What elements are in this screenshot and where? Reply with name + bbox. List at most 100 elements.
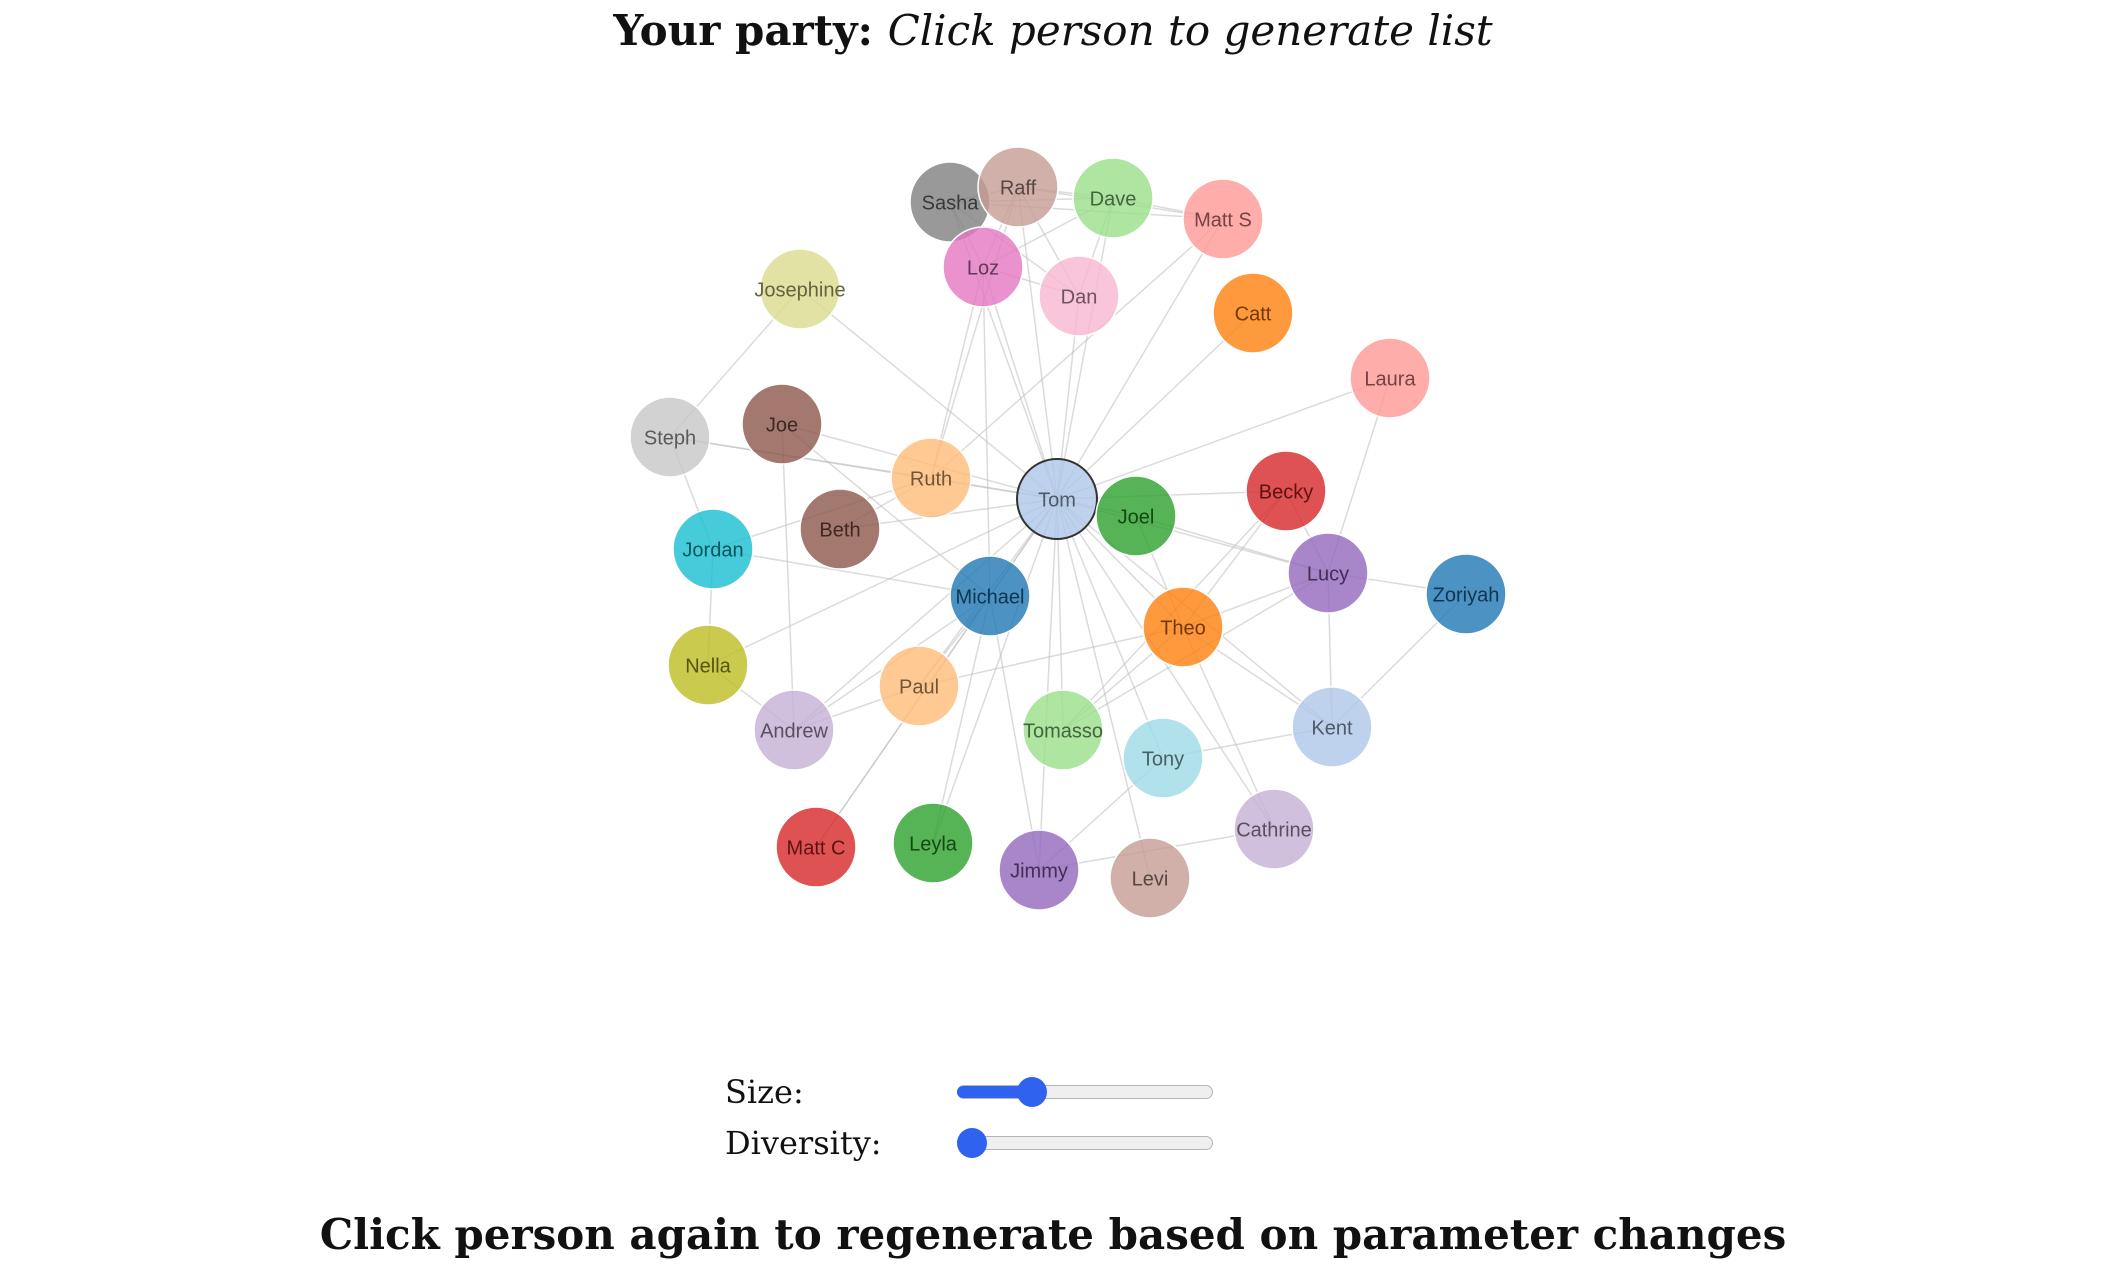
person-node-joel[interactable]: Joel (1095, 475, 1177, 557)
person-node-lucy[interactable]: Lucy (1287, 532, 1369, 614)
person-node-joe[interactable]: Joe (741, 383, 823, 465)
person-node-matt-c[interactable]: Matt C (775, 806, 857, 888)
person-circle-paul[interactable] (878, 645, 960, 727)
person-node-andrew[interactable]: Andrew (753, 689, 835, 771)
person-label-steph: Steph (644, 427, 696, 449)
person-circle-tony[interactable] (1122, 717, 1204, 799)
person-node-laura[interactable]: Laura (1349, 337, 1431, 419)
person-node-catt[interactable]: Catt (1212, 272, 1294, 354)
person-circle-lucy[interactable] (1287, 532, 1369, 614)
diversity-slider[interactable] (957, 1121, 1213, 1165)
person-label-leyla: Leyla (909, 833, 958, 855)
person-label-loz: Loz (967, 257, 999, 279)
person-node-raff[interactable]: Raff (977, 146, 1059, 228)
person-node-loz[interactable]: Loz (942, 226, 1024, 308)
person-circle-ruth[interactable] (890, 437, 972, 519)
link-tom-leyla (932, 498, 1058, 844)
diversity-control: Diversity: (725, 1121, 1213, 1165)
person-label-ruth: Ruth (910, 468, 952, 490)
diversity-slider-thumb[interactable] (957, 1128, 987, 1158)
person-circle-matt-s[interactable] (1182, 178, 1264, 260)
diversity-label: Diversity: (725, 1124, 882, 1162)
link-michael-leyla (932, 595, 991, 844)
person-node-michael[interactable]: Michael (949, 555, 1031, 637)
person-node-tomasso[interactable]: Tomasso (1022, 689, 1104, 771)
person-circle-laura[interactable] (1349, 337, 1431, 419)
person-node-jimmy[interactable]: Jimmy (998, 829, 1080, 911)
person-label-andrew: Andrew (760, 720, 828, 742)
person-circle-jordan[interactable] (672, 508, 754, 590)
link-michael-jimmy (989, 595, 1040, 871)
person-circle-jimmy[interactable] (998, 829, 1080, 911)
size-slider-fill (957, 1086, 1033, 1098)
person-label-dave: Dave (1090, 188, 1137, 210)
person-circle-becky[interactable] (1245, 450, 1327, 532)
person-circle-joel[interactable] (1095, 475, 1177, 557)
person-node-paul[interactable]: Paul (878, 645, 960, 727)
person-node-sasha[interactable]: Sasha (909, 161, 991, 243)
person-circle-josephine[interactable] (759, 248, 841, 330)
person-circle-tomasso[interactable] (1022, 689, 1104, 771)
person-label-zoriyah: Zoriyah (1433, 584, 1500, 606)
link-joe-andrew (781, 423, 795, 731)
person-node-levi[interactable]: Levi (1109, 837, 1191, 919)
person-circle-kent[interactable] (1291, 686, 1373, 768)
person-node-becky[interactable]: Becky (1245, 450, 1327, 532)
person-circle-tom[interactable] (1016, 458, 1098, 540)
person-circle-zoriyah[interactable] (1425, 553, 1507, 635)
person-circle-cathrine[interactable] (1233, 788, 1315, 870)
size-slider-thumb[interactable] (1017, 1077, 1048, 1107)
person-node-leyla[interactable]: Leyla (892, 802, 974, 884)
size-slider[interactable] (957, 1070, 1213, 1114)
person-circle-dan[interactable] (1038, 255, 1120, 337)
person-label-raff: Raff (1000, 177, 1037, 199)
diversity-slider-track[interactable] (957, 1136, 1213, 1150)
person-circle-joe[interactable] (741, 383, 823, 465)
person-label-levi: Levi (1132, 868, 1169, 890)
person-circle-dave[interactable] (1072, 157, 1154, 239)
person-node-dave[interactable]: Dave (1072, 157, 1154, 239)
person-circle-levi[interactable] (1109, 837, 1191, 919)
person-circle-raff[interactable] (977, 146, 1059, 228)
person-circle-leyla[interactable] (892, 802, 974, 884)
person-circle-andrew[interactable] (753, 689, 835, 771)
title-hint: Click person to generate list (887, 6, 1493, 55)
person-node-dan[interactable]: Dan (1038, 255, 1120, 337)
person-label-joel: Joel (1118, 506, 1155, 528)
person-node-steph[interactable]: Steph (629, 396, 711, 478)
person-node-theo[interactable]: Theo (1142, 586, 1224, 668)
link-tom-jimmy (1038, 498, 1058, 871)
graph-nodes: Tom Sasha Raff Dave Matt S Loz Dan Josephine Cat… (629, 146, 1507, 919)
person-node-zoriyah[interactable]: Zoriyah (1425, 553, 1507, 635)
person-circle-loz[interactable] (942, 226, 1024, 308)
person-node-matt-s[interactable]: Matt S (1182, 178, 1264, 260)
person-circle-theo[interactable] (1142, 586, 1224, 668)
page-title: Your party: Click person to generate lis… (0, 6, 2106, 55)
person-circle-michael[interactable] (949, 555, 1031, 637)
link-joe-michael (781, 423, 991, 597)
person-label-nella: Nella (685, 655, 731, 677)
person-label-joe: Joe (766, 414, 798, 436)
person-node-ruth[interactable]: Ruth (890, 437, 972, 519)
person-circle-beth[interactable] (799, 488, 881, 570)
person-node-tom[interactable]: Tom (1016, 458, 1098, 540)
person-circle-catt[interactable] (1212, 272, 1294, 354)
person-label-paul: Paul (899, 676, 939, 698)
person-label-theo: Theo (1160, 617, 1206, 639)
person-node-nella[interactable]: Nella (667, 624, 749, 706)
person-circle-matt-c[interactable] (775, 806, 857, 888)
link-tom-levi (1056, 498, 1151, 879)
person-node-cathrine[interactable]: Cathrine (1233, 788, 1315, 870)
person-node-josephine[interactable]: Josephine (754, 248, 846, 330)
link-theo-paul (918, 626, 1184, 687)
person-node-kent[interactable]: Kent (1291, 686, 1373, 768)
person-label-tony: Tony (1142, 748, 1184, 770)
person-node-tony[interactable]: Tony (1122, 717, 1204, 799)
link-tom-matt-s (1056, 218, 1224, 500)
person-circle-nella[interactable] (667, 624, 749, 706)
person-node-beth[interactable]: Beth (799, 488, 881, 570)
person-circle-steph[interactable] (629, 396, 711, 478)
person-node-jordan[interactable]: Jordan (672, 508, 754, 590)
link-tom-cathrine (1056, 498, 1275, 830)
